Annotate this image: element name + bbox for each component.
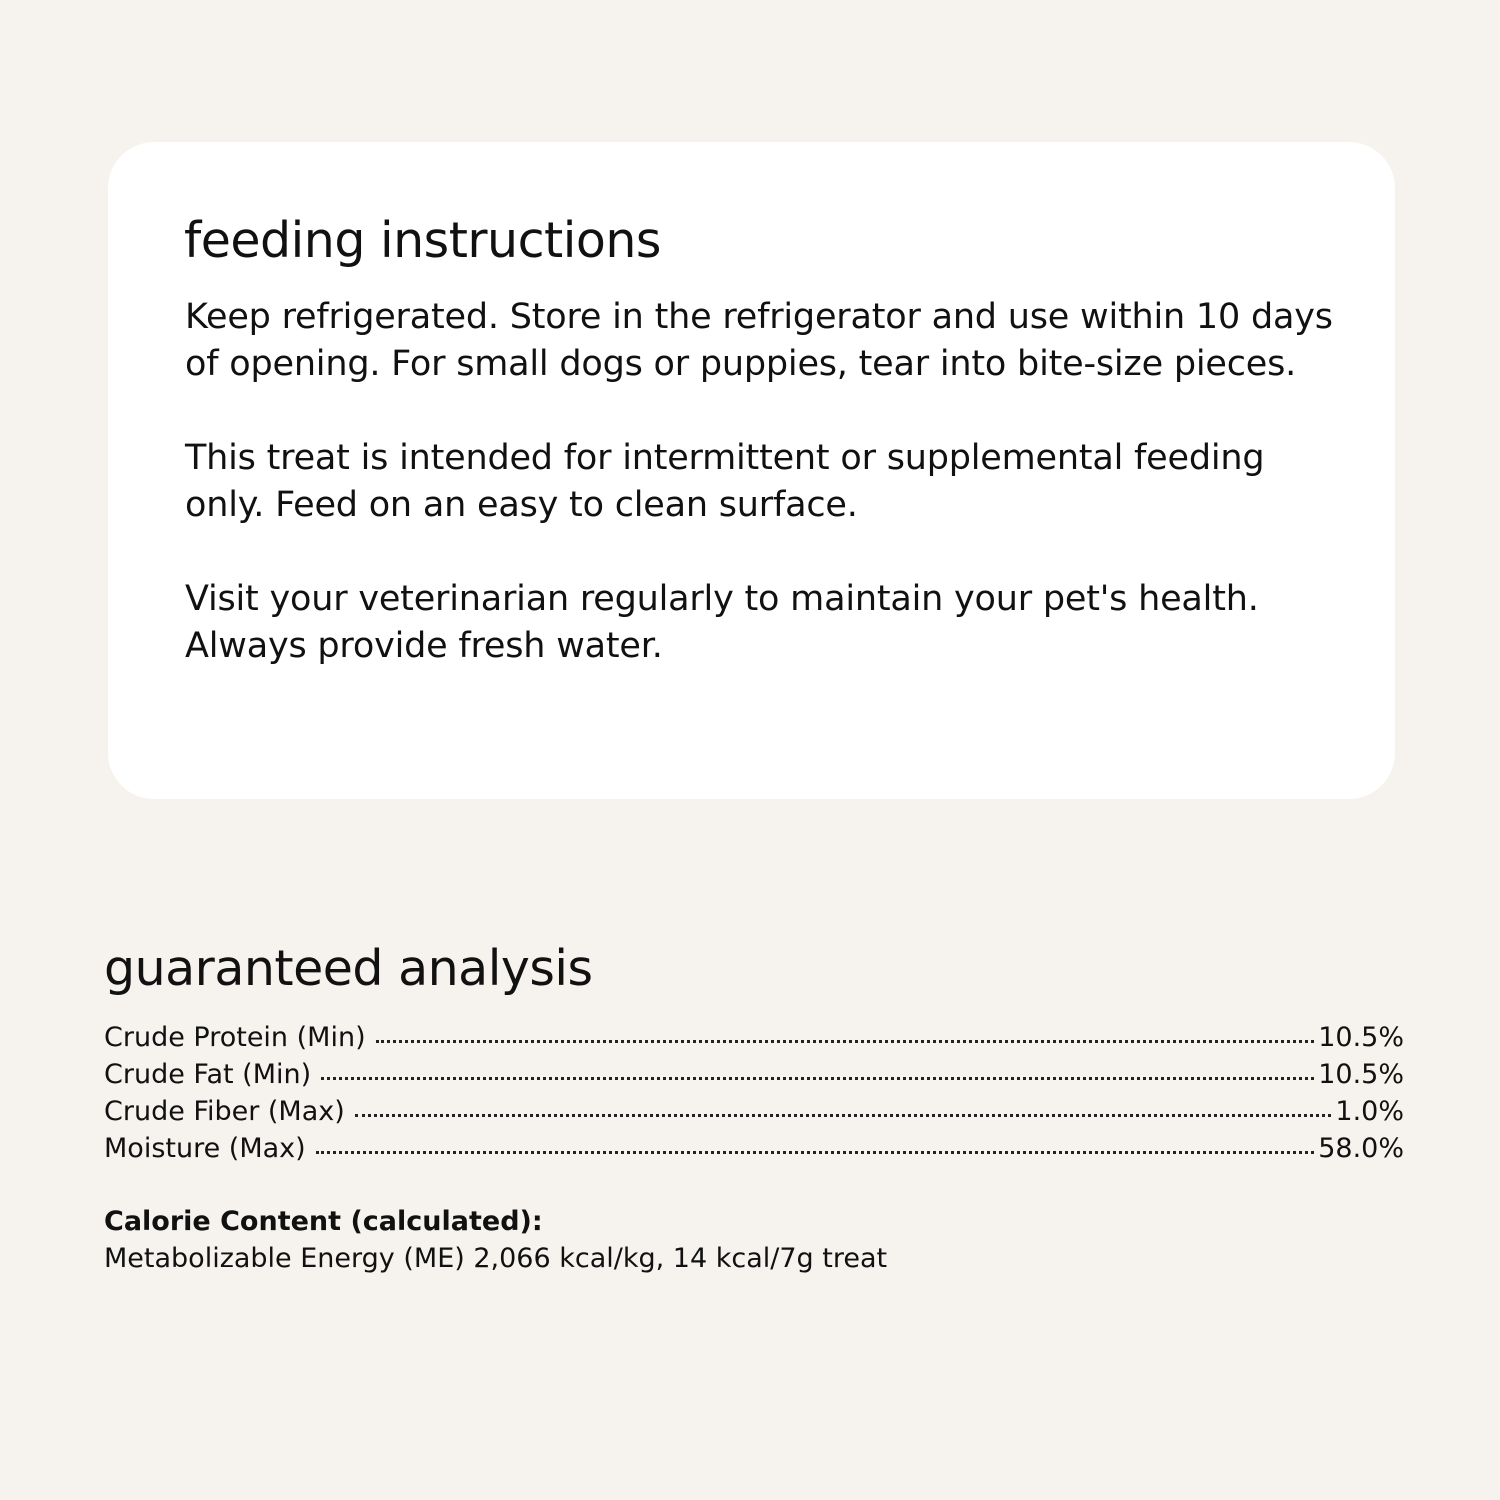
nutrient-label: Crude Fat (Min) [104, 1059, 312, 1090]
feeding-instructions-title: feeding instructions [184, 212, 661, 269]
nutrient-value: 58.0% [1318, 1133, 1404, 1164]
nutrient-value: 10.5% [1318, 1059, 1404, 1090]
nutrient-label: Moisture (Max) [104, 1133, 306, 1164]
analysis-row: Crude Protein (Min) 10.5% [104, 1019, 1404, 1056]
paragraph: Keep refrigerated. Store in the refriger… [185, 297, 1333, 384]
nutrient-value: 1.0% [1335, 1096, 1404, 1127]
dot-leader [375, 1040, 1315, 1043]
analysis-row: Crude Fiber (Max) 1.0% [104, 1093, 1404, 1130]
feeding-instructions-card: feeding instructions Keep refrigerated. … [108, 142, 1395, 799]
guaranteed-analysis-title: guaranteed analysis [104, 940, 593, 997]
feeding-instructions-body: Keep refrigerated. Store in the refriger… [185, 294, 1335, 717]
nutrient-label: Crude Fiber (Max) [104, 1096, 345, 1127]
calorie-content: Calorie Content (calculated): Metaboliza… [104, 1203, 1404, 1277]
dot-leader [315, 1151, 1315, 1154]
dot-leader [354, 1114, 1332, 1117]
calorie-content-title: Calorie Content (calculated): [104, 1206, 543, 1237]
nutrient-value: 10.5% [1318, 1022, 1404, 1053]
guaranteed-analysis-section: guaranteed analysis Crude Protein (Min) … [104, 940, 1404, 1277]
analysis-row: Crude Fat (Min) 10.5% [104, 1056, 1404, 1093]
analysis-row: Moisture (Max) 58.0% [104, 1130, 1404, 1167]
calorie-content-text: Metabolizable Energy (ME) 2,066 kcal/kg,… [104, 1243, 888, 1274]
nutrient-label: Crude Protein (Min) [104, 1022, 366, 1053]
paragraph: This treat is intended for intermittent … [185, 438, 1265, 525]
dot-leader [321, 1077, 1315, 1080]
paragraph: Visit your veterinarian regularly to mai… [185, 579, 1259, 666]
